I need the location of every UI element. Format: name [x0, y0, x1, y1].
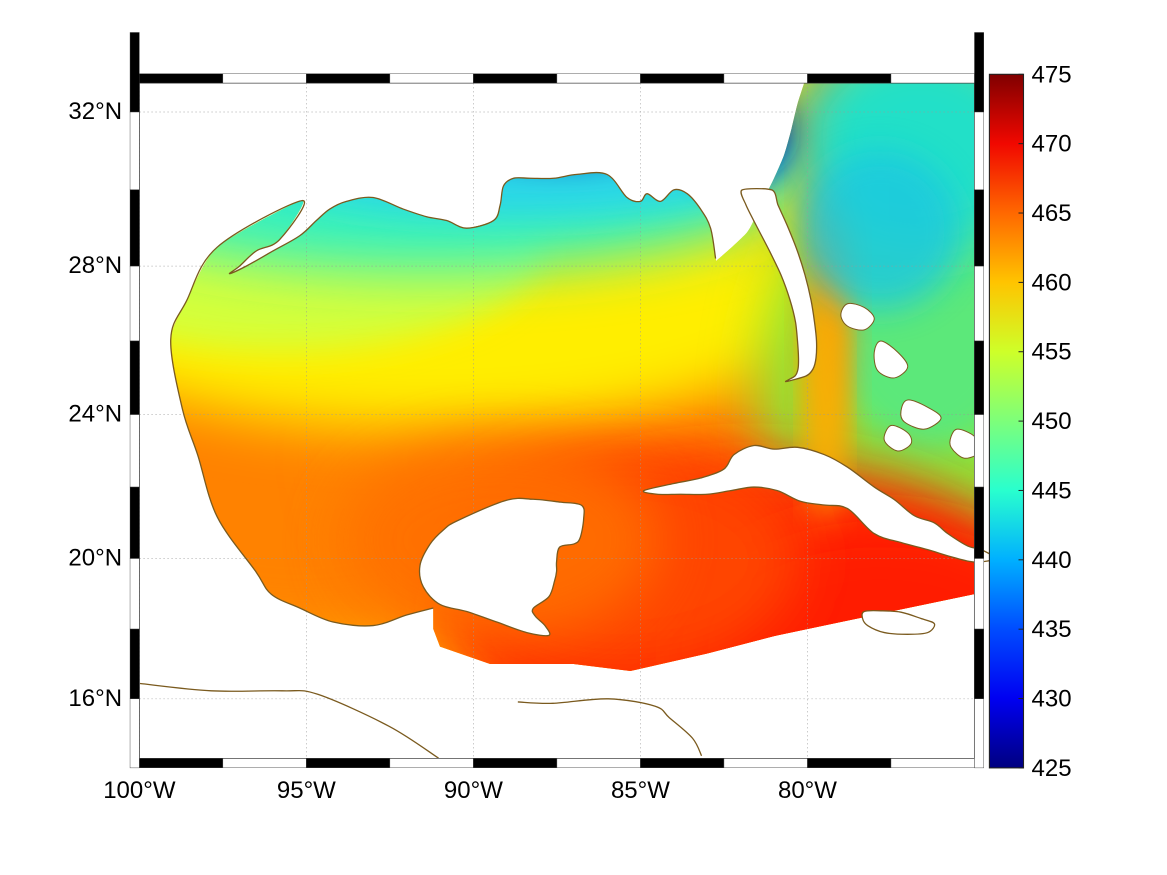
svg-text:435: 435 [1032, 616, 1072, 643]
svg-text:460: 460 [1032, 269, 1072, 296]
svg-text:430: 430 [1032, 686, 1072, 713]
svg-text:20°N: 20°N [68, 545, 122, 572]
svg-text:28°N: 28°N [68, 252, 122, 279]
svg-text:450: 450 [1032, 408, 1072, 435]
svg-text:95°W: 95°W [277, 777, 336, 804]
svg-text:100°W: 100°W [103, 777, 176, 804]
svg-text:445: 445 [1032, 477, 1072, 504]
svg-text:16°N: 16°N [68, 685, 122, 712]
svg-text:24°N: 24°N [68, 401, 122, 428]
svg-text:425: 425 [1032, 755, 1072, 782]
svg-text:32°N: 32°N [68, 98, 122, 125]
svg-text:440: 440 [1032, 547, 1072, 574]
svg-text:470: 470 [1032, 131, 1072, 158]
svg-text:90°W: 90°W [444, 777, 503, 804]
svg-text:80°W: 80°W [778, 777, 837, 804]
svg-text:475: 475 [1032, 61, 1072, 88]
svg-text:85°W: 85°W [611, 777, 670, 804]
svg-text:465: 465 [1032, 200, 1072, 227]
svg-text:455: 455 [1032, 339, 1072, 366]
